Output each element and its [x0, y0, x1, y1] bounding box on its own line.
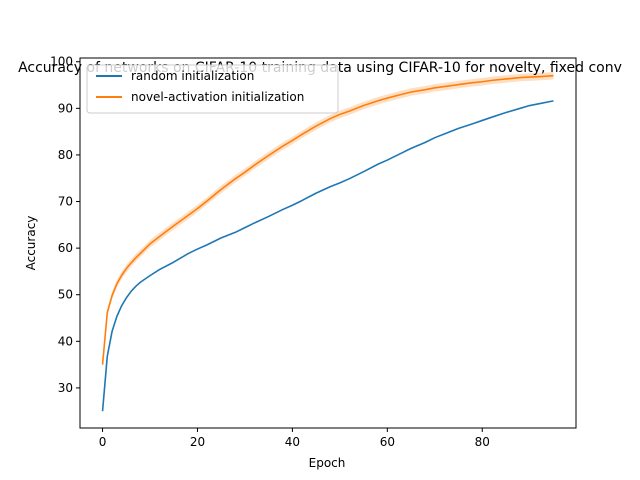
x-tick-label: 40: [285, 435, 300, 449]
plot-frame: [79, 57, 577, 429]
y-axis: 30 40 50 60 70 80 90 100: [50, 55, 80, 395]
x-tick-label: 60: [380, 435, 395, 449]
x-tick-label: 80: [475, 435, 490, 449]
x-axis: 0 20 40 60 80: [99, 428, 490, 449]
legend-box: [86, 64, 339, 114]
y-tick-label: 40: [58, 334, 73, 348]
y-tick-label: 60: [58, 241, 73, 255]
x-axis-label: Epoch: [309, 456, 346, 470]
series-line-0: [101, 100, 554, 412]
series-line-1: [101, 74, 554, 365]
legend-label-novel: novel-activation initialization: [131, 90, 304, 104]
y-tick-label: 50: [58, 288, 73, 302]
x-tick-label: 20: [190, 435, 205, 449]
legend: random initialization novel-activation i…: [86, 64, 339, 114]
y-tick-label: 100: [50, 55, 73, 69]
y-tick-label: 70: [58, 195, 73, 209]
y-tick-label: 80: [58, 148, 73, 162]
y-axis-label: Accuracy: [24, 216, 38, 271]
y-tick-label: 30: [58, 381, 73, 395]
legend-label-random: random initialization: [131, 69, 254, 83]
series-lines: [101, 74, 554, 412]
y-tick-label: 90: [58, 101, 73, 115]
x-tick-label: 0: [99, 435, 107, 449]
